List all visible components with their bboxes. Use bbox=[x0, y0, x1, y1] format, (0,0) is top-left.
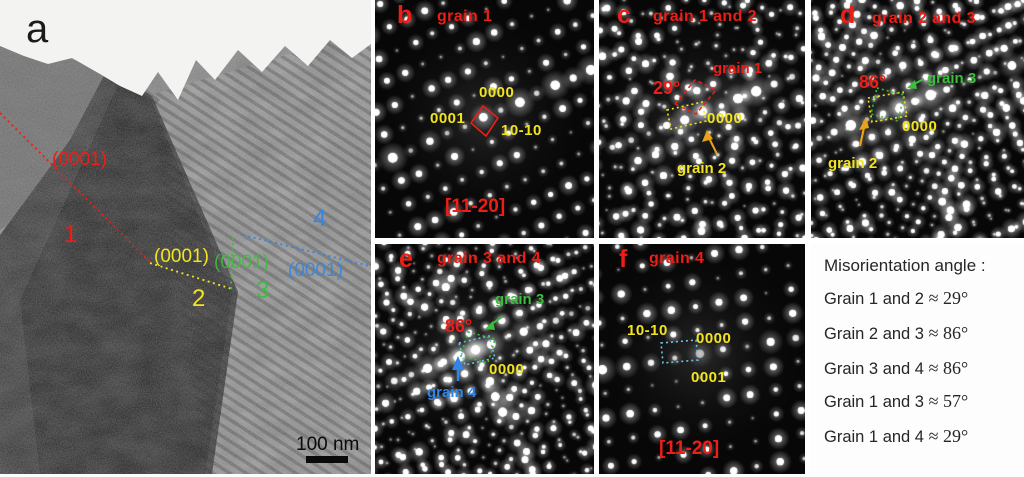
panel-c-overlay bbox=[666, 79, 718, 155]
angle-value: ≈ 29° bbox=[928, 426, 969, 446]
panel-letter-e: e bbox=[399, 245, 413, 273]
grain3-label: grain 3 bbox=[495, 291, 545, 308]
spot-label-0000: 0000 bbox=[707, 110, 743, 127]
misorientation-angle-label: 86° bbox=[859, 72, 887, 92]
diffraction-pattern-f bbox=[599, 244, 805, 474]
panel-d-overlay bbox=[858, 78, 925, 147]
panel-b-title: grain 1 bbox=[437, 8, 493, 25]
panel-d: d grain 2 and 3 86° grain 3 0000 grain 2 bbox=[811, 0, 1024, 238]
spot-label-0001: 0001 bbox=[691, 369, 727, 386]
grain2-label: grain 2 bbox=[677, 160, 727, 177]
grain-pair: Grain 1 and 2 bbox=[824, 290, 924, 308]
misorientation-panel: Misorientation angle : Grain 1 and 2 ≈ 2… bbox=[811, 244, 1024, 474]
boundary-line-grain2 bbox=[149, 262, 233, 290]
grain-number-4: 4 bbox=[313, 205, 326, 232]
scale-bar-label: 100 nm bbox=[296, 434, 359, 455]
unit-cell-outline-grain3 bbox=[870, 87, 905, 122]
panel-letter-d: d bbox=[840, 1, 856, 29]
panel-b: b grain 1 0000 0001 10-10 [11-20] bbox=[375, 0, 594, 238]
zone-axis-label-f: [11-20] bbox=[659, 438, 720, 459]
panel-letter-c: c bbox=[617, 1, 631, 29]
panel-e-overlay bbox=[452, 316, 503, 381]
grain-number-2: 2 bbox=[192, 285, 205, 312]
grain4-arrowhead bbox=[452, 356, 464, 370]
scale-bar bbox=[306, 456, 348, 463]
diffraction-pattern-c bbox=[599, 0, 805, 238]
angle-value: ≈ 86° bbox=[928, 358, 969, 378]
unit-cell-outline-grain1 bbox=[469, 104, 500, 138]
grain2-arrowhead bbox=[702, 130, 713, 142]
grain-pair: Grain 1 and 4 bbox=[824, 428, 924, 446]
boundary-line-grain1 bbox=[0, 112, 151, 263]
plane-label-grain1: (0001) bbox=[52, 149, 107, 170]
grain3-arrowhead bbox=[907, 80, 917, 89]
spot-label-10-10: 10-10 bbox=[501, 122, 542, 139]
panel-f-overlay bbox=[660, 339, 699, 364]
unit-cell-outline-grain4 bbox=[660, 339, 699, 364]
unit-cell-outline-grain4 bbox=[458, 335, 496, 366]
grain-pair: Grain 2 and 3 bbox=[824, 325, 924, 343]
misorientation-row-3: Grain 3 and 4 ≈ 86° bbox=[824, 358, 968, 379]
unit-cell-outline-grain1 bbox=[673, 79, 718, 115]
grain2-label: grain 2 bbox=[828, 155, 878, 172]
angle-value: ≈ 57° bbox=[928, 391, 969, 411]
unit-cell-outline-grain2 bbox=[666, 101, 707, 130]
grain4-label: grain 4 bbox=[427, 384, 477, 401]
angle-value: ≈ 29° bbox=[928, 288, 969, 308]
misorientation-row-4: Grain 1 and 3 ≈ 57° bbox=[824, 391, 968, 412]
grain-pair: Grain 1 and 3 bbox=[824, 393, 924, 411]
spot-label-10-10: 10-10 bbox=[627, 322, 668, 339]
diffraction-pattern-d bbox=[811, 0, 1024, 238]
panel-c-title: grain 1 and 2 bbox=[653, 8, 757, 25]
grain1-label: grain 1 bbox=[713, 60, 763, 77]
misorientation-row-1: Grain 1 and 2 ≈ 29° bbox=[824, 288, 968, 309]
panel-f: f grain 4 10-10 0000 0001 [11-20] bbox=[599, 244, 805, 474]
diffraction-pattern-e bbox=[375, 244, 594, 474]
grain-number-1: 1 bbox=[64, 221, 77, 248]
diffraction-pattern-b bbox=[375, 0, 594, 238]
misorientation-angle-label: 86° bbox=[445, 316, 473, 336]
angle-value: ≈ 86° bbox=[928, 323, 969, 343]
zone-axis-label-b: [11-20] bbox=[445, 196, 506, 217]
panel-a-micrograph: a (0001) 1 (0001) 2 (0001) 3 4 (0001) 10… bbox=[0, 0, 371, 474]
panel-letter-b: b bbox=[397, 1, 413, 29]
grain2-arrowhead bbox=[859, 117, 869, 130]
misorientation-row-5: Grain 1 and 4 ≈ 29° bbox=[824, 426, 968, 447]
panel-b-overlay bbox=[469, 104, 500, 138]
misorientation-title: Misorientation angle : bbox=[824, 256, 986, 275]
spot-label-0000: 0000 bbox=[902, 118, 938, 135]
plane-label-grain4: (0001) bbox=[288, 260, 343, 281]
spot-label-0000: 0000 bbox=[696, 330, 732, 347]
grain3-label: grain 3 bbox=[927, 70, 977, 87]
grain3-arrowhead bbox=[485, 321, 495, 330]
spot-label-0000: 0000 bbox=[489, 361, 525, 378]
spot-label-0001: 0001 bbox=[430, 110, 466, 127]
spot-label-0000: 0000 bbox=[479, 84, 515, 101]
panel-e: e grain 3 and 4 grain 3 86° 0000 grain 4 bbox=[375, 244, 594, 474]
panel-letter-f: f bbox=[619, 245, 628, 273]
grain-number-3: 3 bbox=[256, 277, 269, 304]
plane-label-grain3: (0001) bbox=[214, 252, 269, 273]
grain-pair: Grain 3 and 4 bbox=[824, 360, 924, 378]
misorientation-row-2: Grain 2 and 3 ≈ 86° bbox=[824, 323, 968, 344]
panel-letter-a: a bbox=[26, 7, 49, 51]
misorientation-angle-label: 29° bbox=[653, 78, 681, 98]
panel-d-title: grain 2 and 3 bbox=[872, 10, 976, 27]
plane-label-grain2: (0001) bbox=[154, 246, 209, 267]
panel-c: c grain 1 and 2 grain 1 29° 0000 grain 2 bbox=[599, 0, 805, 238]
panel-f-title: grain 4 bbox=[649, 250, 705, 267]
micrograph-bright-top-region bbox=[0, 0, 371, 100]
panel-e-title: grain 3 and 4 bbox=[437, 250, 541, 267]
